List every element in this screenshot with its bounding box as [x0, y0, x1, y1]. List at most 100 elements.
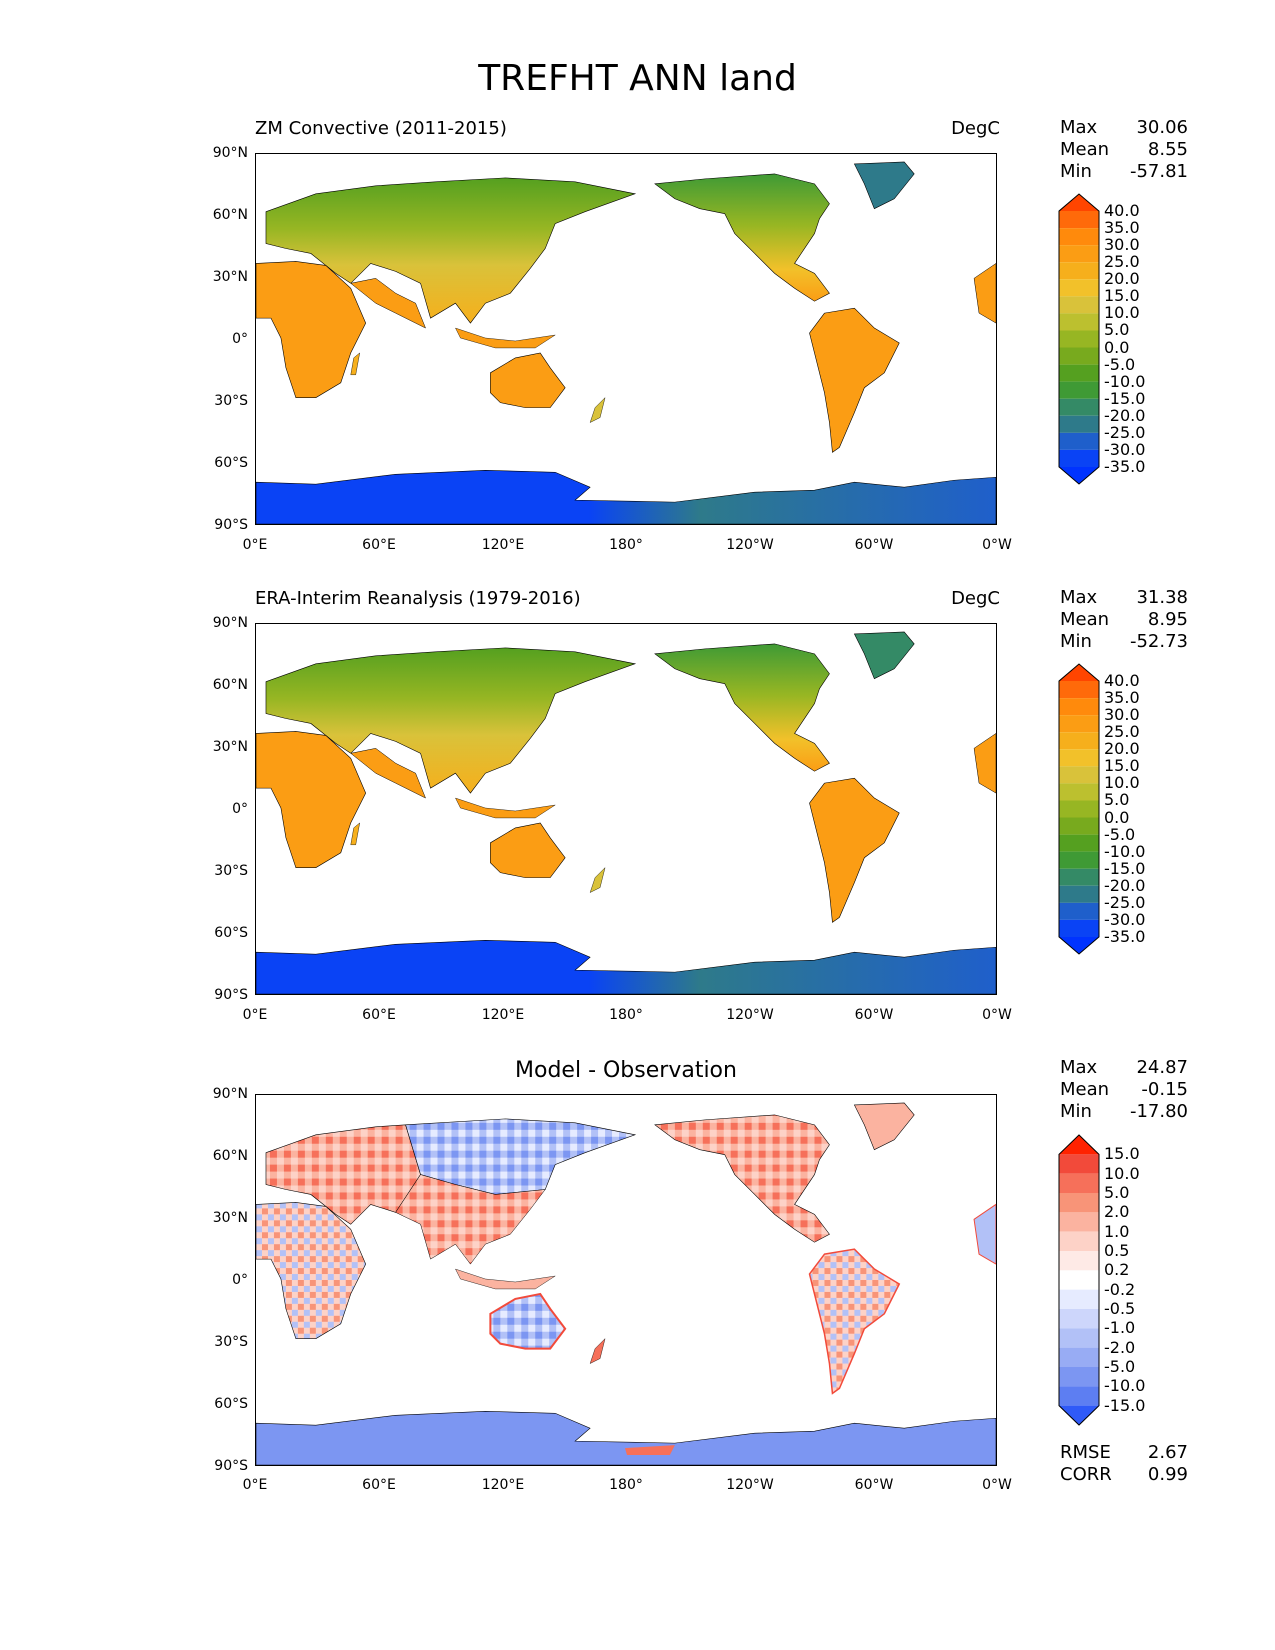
lon-label: 60°E: [362, 1007, 396, 1023]
australia: [490, 352, 566, 408]
map-canvas: [256, 1102, 996, 1465]
colorbar-label: 35.0: [1104, 688, 1140, 708]
colorbar-segment: [1059, 783, 1099, 801]
indonesia: [455, 797, 556, 819]
lon-label: 0°W: [982, 537, 1012, 553]
colorbar-label: -25.0: [1104, 892, 1146, 912]
panel-title: ERA-Interim Reanalysis (1979-2016): [255, 588, 581, 609]
stat-value: 8.55: [1147, 139, 1188, 160]
colorbar-segment: [1059, 1309, 1099, 1329]
colorbar-segment: [1059, 732, 1099, 750]
colorbar-label: -5.0: [1104, 354, 1136, 374]
stat-value: 31.38: [1136, 587, 1188, 608]
colorbar-label: 5.0: [1104, 1183, 1130, 1202]
colorbar-segment: [1059, 681, 1099, 699]
colorbar-segment: [1059, 715, 1099, 733]
lon-label: 180°: [609, 537, 643, 553]
australia: [490, 822, 566, 878]
stat-label: Min: [1060, 1101, 1092, 1122]
lon-label: 120°E: [481, 537, 525, 553]
lat-label: 30°N: [212, 1210, 248, 1226]
map-canvas: [256, 161, 996, 524]
indonesia: [455, 1268, 556, 1290]
panel-title: Model - Observation: [515, 1058, 737, 1083]
new-zealand: [589, 867, 606, 893]
units-label: DegC: [951, 118, 1000, 139]
stat-value: -52.73: [1129, 631, 1188, 652]
lon-label: 120°W: [726, 537, 774, 553]
lat-label: 30°S: [214, 863, 248, 879]
south-america: [809, 307, 900, 453]
iberia-edge: [973, 1203, 996, 1265]
indonesia: [455, 327, 556, 349]
colorbar-label: 0.5: [1104, 1241, 1130, 1260]
antarctica-warm-spot: [625, 1445, 675, 1456]
colorbar-segment: [1059, 1328, 1099, 1348]
colorbar-segment: [1059, 902, 1099, 920]
colorbar-segment: [1059, 834, 1099, 852]
map-canvas: [256, 631, 996, 994]
lon-label: 120°E: [481, 1477, 525, 1493]
africa: [256, 1202, 367, 1339]
colorbar-svg: [1058, 1134, 1100, 1426]
lat-label: 0°: [232, 1272, 248, 1288]
colorbar-segment: [1059, 313, 1099, 331]
eurasia: [265, 647, 637, 794]
stat-value: -57.81: [1129, 161, 1188, 182]
colorbar-segment: [1059, 415, 1099, 433]
lon-label: 60°W: [854, 1477, 894, 1493]
colorbar-segment: [1059, 1135, 1099, 1155]
eurasia-west: [265, 1124, 421, 1225]
antarctica: [256, 469, 996, 524]
stat-label: Max: [1060, 587, 1098, 608]
colorbar-segment: [1059, 1173, 1099, 1193]
colorbar-label: -10.0: [1104, 1376, 1146, 1396]
colorbar-segment: [1059, 1367, 1099, 1387]
lat-label: 30°S: [214, 393, 248, 409]
lon-label: 60°E: [362, 537, 396, 553]
stats-block: Max 30.06 Mean 8.55 Min -57.81: [1060, 117, 1188, 183]
colorbar-label: 40.0: [1104, 201, 1140, 221]
lat-label: 30°S: [214, 1334, 248, 1350]
stat-value: 24.87: [1136, 1057, 1188, 1078]
colorbar-segment: [1059, 432, 1099, 450]
colorbar-segment: [1059, 211, 1099, 229]
colorbar-segment: [1059, 347, 1099, 365]
colorbar-segment: [1059, 766, 1099, 784]
colorbar-segment: [1059, 262, 1099, 280]
lat-label: 60°S: [214, 925, 248, 941]
colorbar-label: 30.0: [1104, 235, 1140, 255]
australia: [489, 1292, 567, 1350]
colorbar-label: 35.0: [1104, 218, 1140, 238]
colorbar-label: 25.0: [1104, 722, 1140, 742]
colorbar: [1058, 1134, 1103, 1426]
colorbar-label: -1.0: [1104, 1318, 1136, 1338]
colorbar-label: 10.0: [1104, 303, 1140, 323]
colorbar-label: 10.0: [1104, 1163, 1140, 1183]
colorbar-label: 1.0: [1104, 1221, 1130, 1241]
iberia-edge: [973, 733, 996, 794]
colorbar-segment: [1059, 1212, 1099, 1232]
colorbar-segment: [1059, 1154, 1099, 1174]
colorbar-label: 2.0: [1104, 1202, 1130, 1222]
lat-label: 30°N: [212, 739, 248, 755]
colorbar-segment: [1059, 851, 1099, 869]
madagascar: [350, 352, 361, 376]
colorbar-segment: [1059, 1405, 1099, 1425]
stat-value: 30.06: [1136, 117, 1188, 138]
colorbar-segment: [1059, 296, 1099, 314]
colorbar-label: 15.0: [1104, 286, 1140, 306]
antarctica: [256, 939, 996, 994]
stat-label: Mean: [1060, 1079, 1110, 1100]
colorbar-label: 0.0: [1104, 337, 1130, 357]
lon-label: 0°E: [242, 1007, 268, 1023]
colorbar-outline: [1058, 1134, 1100, 1426]
map-obs: [255, 623, 997, 995]
colorbar-segment: [1059, 245, 1099, 263]
colorbar-segment: [1059, 749, 1099, 767]
units-label: DegC: [951, 588, 1000, 609]
lon-label: 120°E: [481, 1007, 525, 1023]
colorbar-label: -10.0: [1104, 371, 1146, 391]
metrics-block: RMSE 2.67 CORR 0.99: [1060, 1442, 1188, 1486]
colorbar-segment: [1059, 449, 1099, 467]
